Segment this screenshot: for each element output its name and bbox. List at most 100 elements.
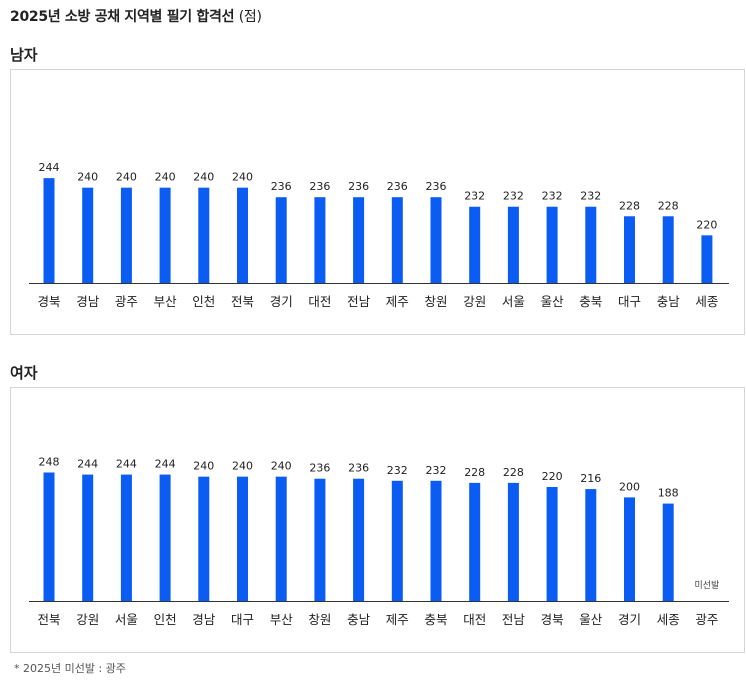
chart-title: 2025년 소방 공채 지역별 필기 합격선 (점) [10, 6, 262, 26]
female-category-label: 광주 [695, 612, 718, 627]
male-value-label: 228 [619, 199, 640, 212]
male-bar [120, 187, 132, 283]
male-category-label: 경북 [37, 294, 60, 309]
female-value-label: 244 [155, 458, 176, 471]
male-bar [198, 187, 210, 283]
chart-title-unit: (점) [238, 9, 262, 25]
male-bar [237, 187, 248, 283]
female-category-label: 강원 [76, 612, 99, 627]
female-bar [546, 487, 558, 601]
female-value-label: 244 [77, 458, 98, 471]
male-bar [546, 206, 558, 283]
female-bar [43, 472, 55, 601]
female-value-label: 232 [387, 464, 408, 477]
male-value-label: 232 [580, 190, 601, 203]
female-category-label: 전북 [37, 612, 60, 627]
female-category-label: 대구 [231, 612, 254, 627]
female-category-label: 경남 [192, 612, 216, 627]
female-value-label: 240 [193, 460, 214, 473]
male-value-label: 240 [155, 171, 176, 184]
male-bar-chart: 244 경북 240 경남 240 광주 240 부산 240 인천 240 전북 236 경기 236 대전… [29, 161, 729, 309]
female-category-label: 인천 [154, 612, 177, 627]
female-category-label: 서울 [115, 612, 138, 627]
female-category-label: 부산 [270, 612, 294, 627]
male-category-label: 서울 [502, 294, 525, 309]
male-value-label: 236 [271, 180, 292, 193]
male-bar [159, 187, 171, 283]
male-section-label: 남자 [10, 46, 38, 64]
male-category-label: 부산 [154, 294, 178, 309]
female-category-label: 울산 [579, 612, 603, 627]
female-category-label: 경기 [618, 612, 641, 627]
male-category-label: 충북 [579, 294, 602, 309]
male-category-label: 경남 [76, 294, 100, 309]
female-bar [624, 497, 635, 601]
female-bar [198, 476, 210, 601]
male-category-label: 전남 [347, 294, 371, 309]
male-value-label: 236 [348, 180, 369, 193]
female-value-label: 236 [348, 462, 369, 475]
male-bar [662, 216, 674, 283]
female-value-label: 244 [116, 458, 137, 471]
male-chart-panel: 244 경북 240 경남 240 광주 240 부산 240 인천 240 전북 236 경기 236 대전… [10, 69, 745, 335]
female-value-label: 220 [542, 470, 563, 483]
female-chart-panel: 248 전북 244 강원 244 서울 244 인천 240 경남 240 대구 240 부산 236 창원… [10, 387, 745, 653]
male-bar [469, 206, 481, 283]
male-bar [275, 197, 287, 283]
female-category-label: 전남 [502, 612, 526, 627]
female-bar [585, 489, 597, 601]
female-bar [120, 474, 132, 601]
female-category-label: 제주 [386, 612, 409, 627]
female-value-label: 216 [580, 472, 601, 485]
chart-title-text: 2025년 소방 공채 지역별 필기 합격선 [10, 9, 235, 25]
female-bar [469, 482, 481, 601]
footnote: * 2025년 미선발 : 광주 [14, 662, 126, 675]
male-category-label: 강원 [463, 294, 486, 309]
male-value-label: 220 [696, 218, 717, 231]
female-bar [430, 480, 442, 601]
male-bar [430, 197, 442, 283]
male-category-label: 대구 [618, 294, 641, 309]
female-bar [159, 474, 171, 601]
female-value-label: 248 [39, 456, 60, 469]
female-category-label: 창원 [308, 612, 331, 627]
male-category-label: 경기 [270, 294, 293, 309]
male-category-label: 울산 [541, 294, 565, 309]
female-bar-chart: 248 전북 244 강원 244 서울 244 인천 240 경남 240 대구 240 부산 236 창원… [29, 456, 729, 627]
male-bar [624, 216, 635, 283]
male-value-label: 232 [503, 190, 524, 203]
male-category-label: 인천 [192, 294, 215, 309]
male-bar [507, 206, 519, 283]
female-category-label: 대전 [463, 612, 486, 627]
female-bar [275, 476, 287, 601]
male-bar [701, 235, 713, 283]
female-bar [82, 474, 94, 601]
male-bar [43, 178, 55, 283]
female-bar [237, 476, 248, 601]
male-category-label: 제주 [386, 294, 409, 309]
male-category-label: 대전 [308, 294, 331, 309]
female-bar [391, 480, 403, 601]
male-bar [314, 197, 326, 283]
male-value-label: 232 [464, 190, 485, 203]
male-bar [391, 197, 403, 283]
male-value-label: 240 [77, 171, 98, 184]
male-value-label: 232 [542, 190, 563, 203]
female-category-label: 경북 [541, 612, 564, 627]
female-value-label: 200 [619, 480, 640, 493]
female-category-label: 충남 [347, 612, 371, 627]
male-bar [585, 206, 597, 283]
female-category-label: 세종 [657, 612, 680, 627]
female-bar [662, 503, 674, 601]
female-bar [507, 482, 519, 601]
male-value-label: 228 [658, 199, 679, 212]
male-value-label: 236 [309, 180, 330, 193]
male-value-label: 240 [193, 171, 214, 184]
male-bar [353, 197, 365, 283]
male-category-label: 창원 [424, 294, 447, 309]
female-value-label: 232 [426, 464, 447, 477]
male-value-label: 240 [116, 171, 137, 184]
female-value-label: 228 [503, 466, 524, 479]
female-bar [314, 478, 326, 601]
female-section-label: 여자 [10, 364, 38, 382]
